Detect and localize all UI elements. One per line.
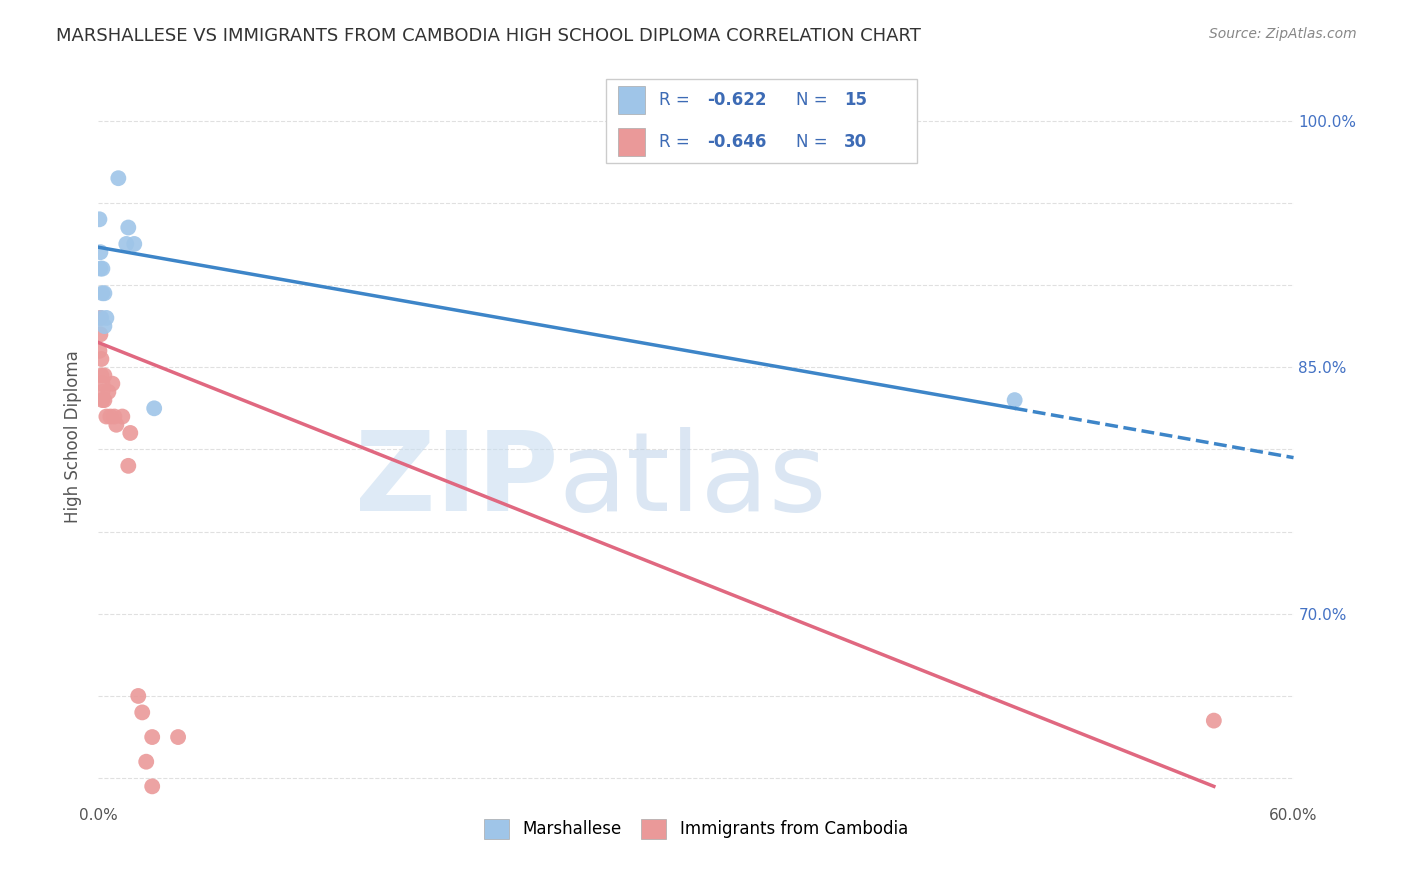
Point — [96, 310, 118, 325]
Point — [115, 236, 138, 251]
Point — [89, 310, 111, 325]
Point — [90, 310, 112, 325]
Point — [105, 417, 128, 432]
Point — [111, 409, 134, 424]
Point — [91, 384, 114, 399]
Point — [141, 780, 163, 794]
Point — [91, 286, 114, 301]
Point — [98, 409, 122, 424]
Point — [90, 351, 112, 366]
Point — [91, 393, 114, 408]
Point — [89, 327, 111, 342]
Point — [96, 409, 118, 424]
Text: N =: N = — [796, 133, 834, 151]
Point — [89, 212, 111, 227]
Point — [101, 376, 124, 391]
Point — [89, 343, 111, 358]
Bar — [619, 86, 644, 113]
Text: -0.622: -0.622 — [707, 91, 766, 109]
Y-axis label: High School Diploma: High School Diploma — [65, 351, 83, 524]
Point — [89, 261, 111, 276]
Text: R =: R = — [659, 91, 695, 109]
Point — [131, 706, 153, 720]
Point — [93, 393, 115, 408]
Point — [90, 368, 112, 383]
Text: 30: 30 — [844, 133, 868, 151]
Point — [89, 245, 111, 260]
Legend: Marshallese, Immigrants from Cambodia: Marshallese, Immigrants from Cambodia — [477, 812, 915, 846]
Text: ZIP: ZIP — [356, 427, 558, 534]
Point — [93, 368, 115, 383]
Text: atlas: atlas — [558, 427, 827, 534]
Point — [141, 730, 163, 744]
Text: R =: R = — [659, 133, 695, 151]
Point — [120, 425, 142, 440]
Point — [148, 853, 170, 867]
Point — [1004, 393, 1026, 408]
Point — [107, 171, 129, 186]
Point — [91, 261, 114, 276]
Text: N =: N = — [796, 91, 834, 109]
Point — [1202, 714, 1225, 728]
Bar — [619, 128, 644, 156]
Point — [93, 319, 115, 334]
Point — [91, 376, 114, 391]
Text: MARSHALLESE VS IMMIGRANTS FROM CAMBODIA HIGH SCHOOL DIPLOMA CORRELATION CHART: MARSHALLESE VS IMMIGRANTS FROM CAMBODIA … — [56, 27, 921, 45]
Point — [117, 458, 139, 473]
Point — [179, 862, 201, 876]
Point — [135, 755, 157, 769]
Point — [97, 384, 120, 399]
Text: -0.646: -0.646 — [707, 133, 766, 151]
Point — [93, 286, 115, 301]
FancyBboxPatch shape — [606, 78, 917, 163]
Point — [103, 409, 125, 424]
Point — [167, 730, 190, 744]
Point — [143, 401, 166, 416]
Point — [117, 220, 139, 235]
Point — [124, 236, 146, 251]
Text: 15: 15 — [844, 91, 868, 109]
Text: Source: ZipAtlas.com: Source: ZipAtlas.com — [1209, 27, 1357, 41]
Point — [127, 689, 149, 703]
